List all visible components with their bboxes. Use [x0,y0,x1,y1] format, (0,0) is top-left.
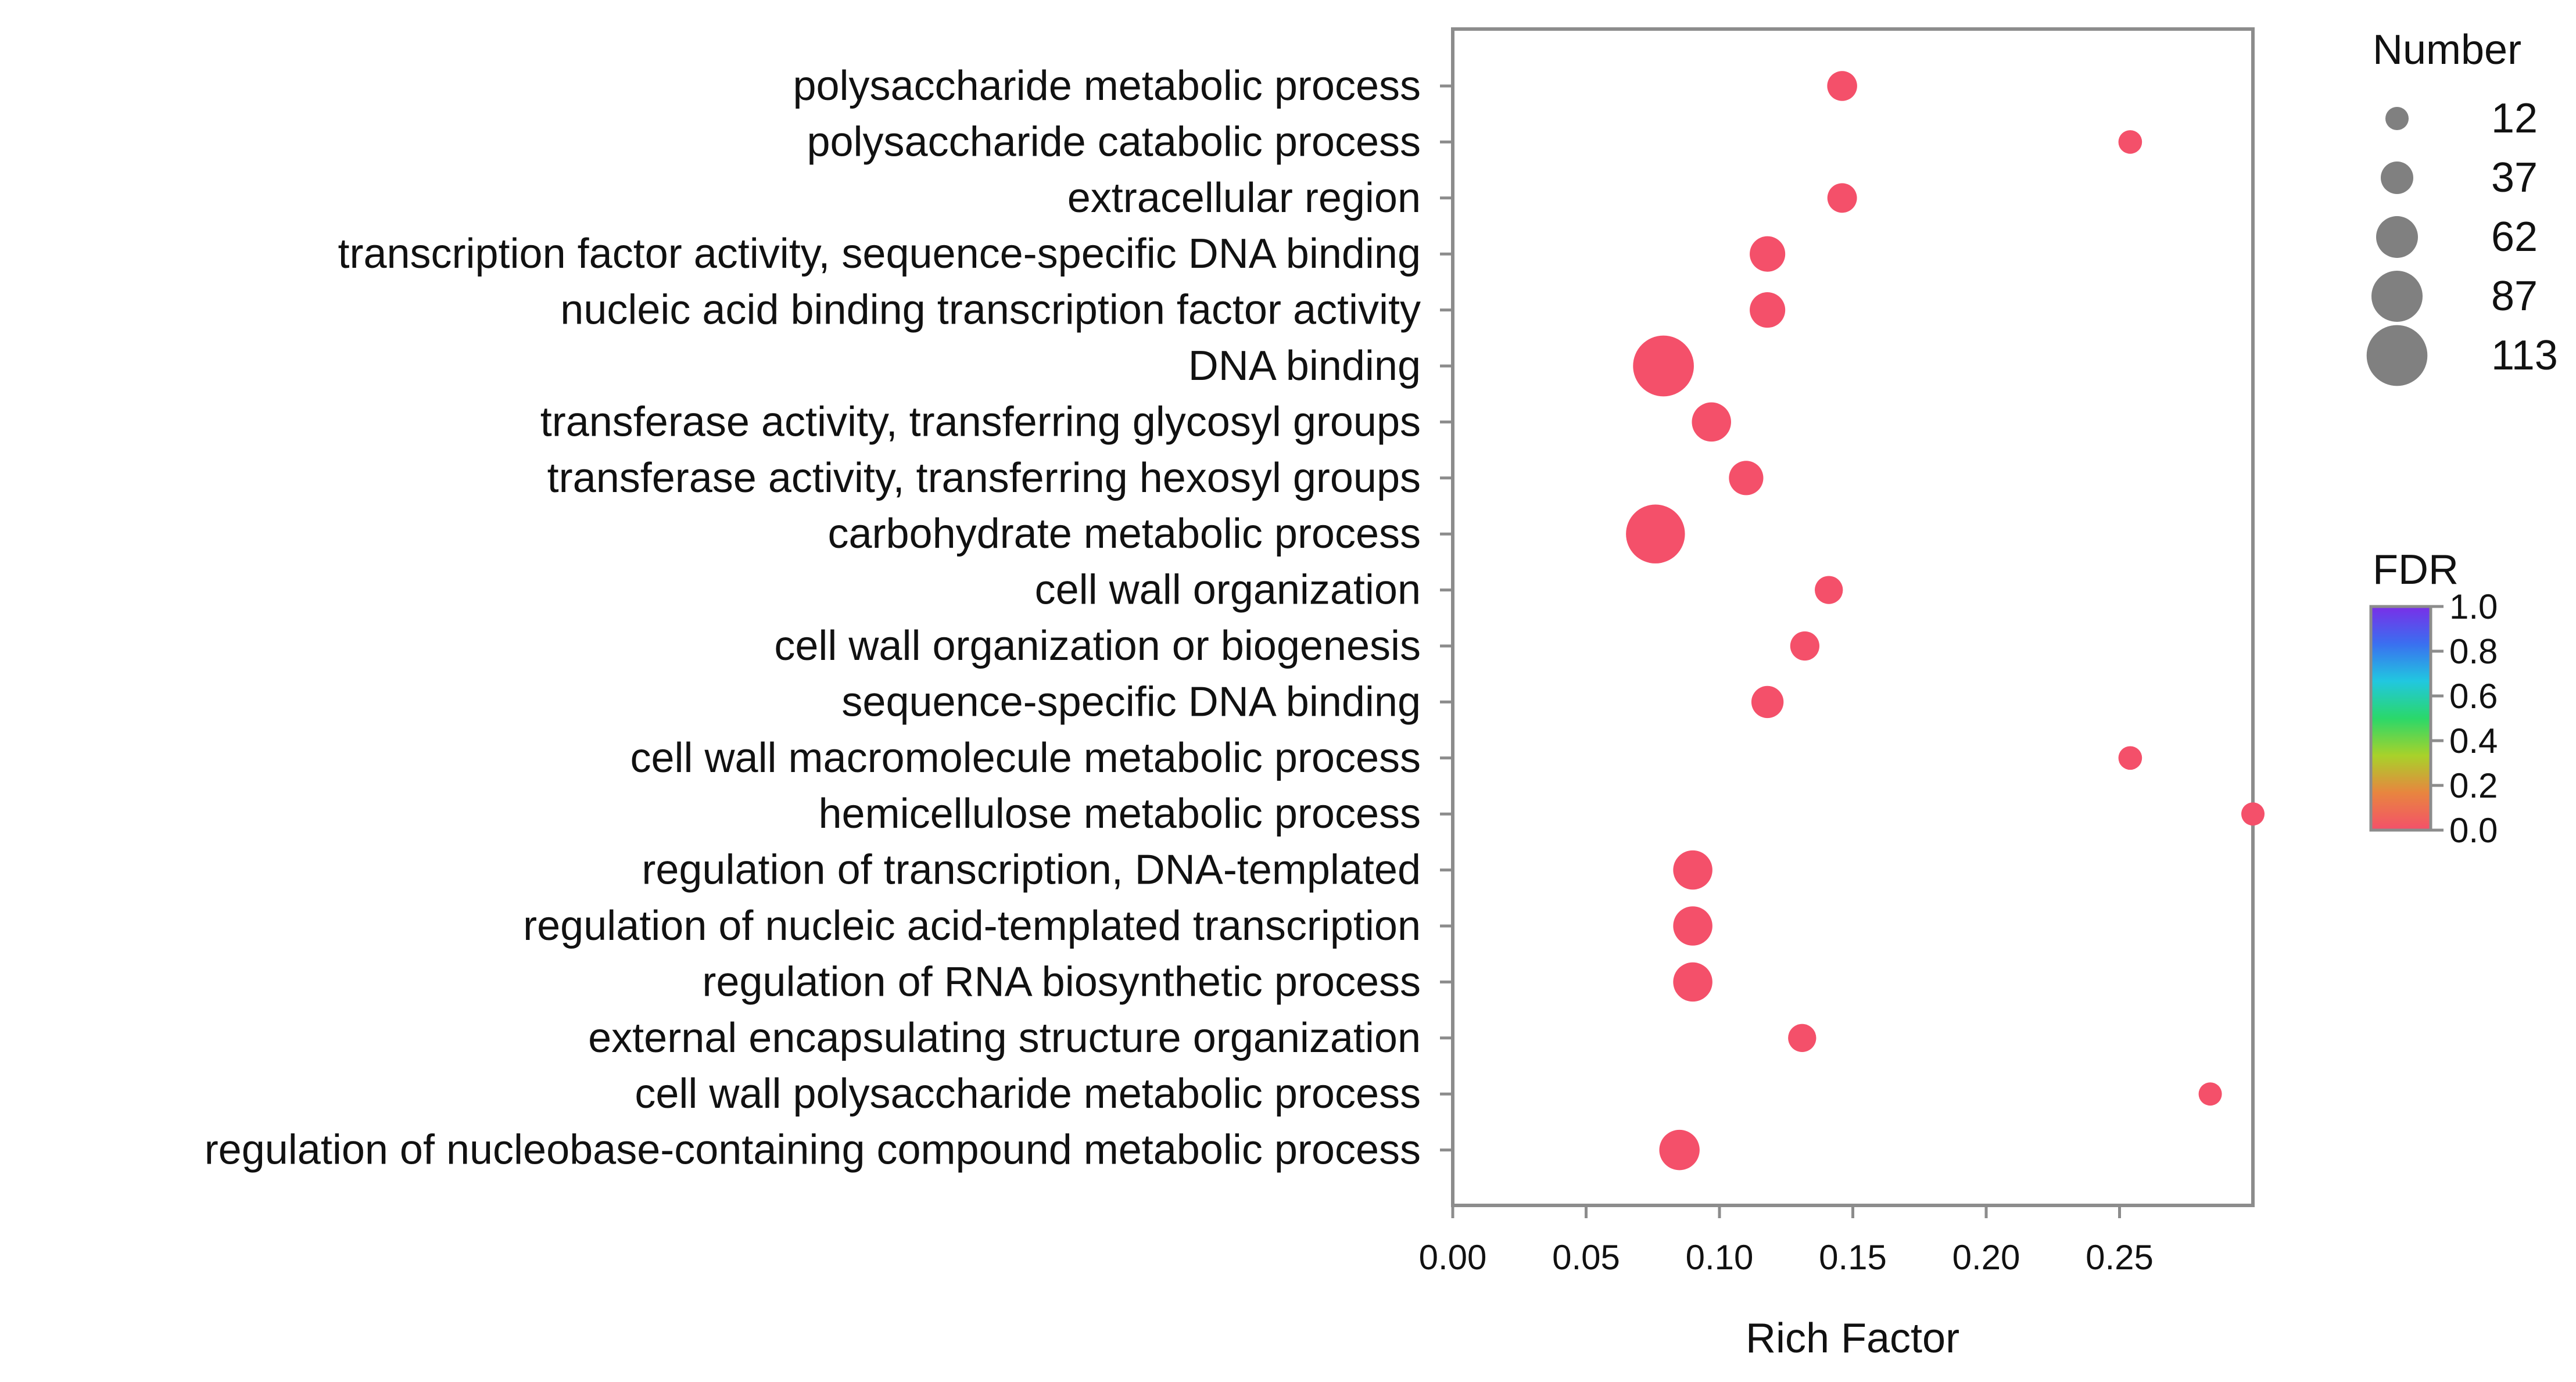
x-tick-label: 0.15 [1819,1238,1887,1277]
data-point [1788,1024,1817,1052]
x-tick-label: 0.25 [2086,1238,2154,1277]
size-legend-label: 113 [2491,332,2558,379]
y-tick-label: DNA binding [1188,343,1421,389]
size-legend-label: 62 [2491,214,2538,260]
data-point [1827,71,1857,101]
data-point [1750,292,1786,328]
y-tick-label: transferase activity, transferring glyco… [540,399,1421,445]
size-legend-label: 37 [2491,155,2538,201]
size-legend-dot [2366,325,2428,386]
data-point [1729,461,1764,496]
size-legend-label: 87 [2491,273,2538,320]
y-tick-label: transcription factor activity, sequence-… [338,231,1421,277]
data-point [1673,850,1712,890]
size-legend-label: 12 [2491,95,2538,142]
y-tick-label: cell wall polysaccharide metabolic proce… [635,1071,1421,1117]
data-point [1673,906,1712,946]
y-tick-label: extracellular region [1067,175,1421,221]
color-legend-title: FDR [2373,547,2459,593]
data-point [1827,183,1857,213]
x-axis-title: Rich Factor [1746,1315,1959,1362]
y-tick-label: polysaccharide catabolic process [807,119,1421,165]
y-tick-label: cell wall organization or biogenesis [774,623,1421,669]
x-axis: 0.00 0.05 0.10 0.15 0.20 0.25 [1419,1205,2154,1277]
colorbar-tick-label: 1.0 [2449,587,2498,626]
colorbar-tick-label: 0.4 [2449,721,2498,760]
data-point [1626,504,1685,563]
data-point [2241,802,2265,826]
y-tick-label: regulation of nucleic acid-templated tra… [523,903,1421,949]
y-tick-label: regulation of RNA biosynthetic process [702,959,1421,1005]
y-tick-label: external encapsulating structure organiz… [588,1015,1421,1061]
y-tick-label: nucleic acid binding transcription facto… [560,287,1421,333]
size-legend-dot [2381,161,2413,194]
data-points [1626,71,2265,1171]
x-tick-label: 0.05 [1552,1238,1620,1277]
size-legend-dot [2376,216,2418,258]
y-tick-label: cell wall organization [1035,567,1421,613]
colorbar-tick-label: 0.6 [2449,677,2498,716]
size-legend-dot [2385,107,2409,130]
y-tick-label: polysaccharide metabolic process [793,63,1421,109]
data-point [1633,335,1694,397]
size-legend-title: Number [2373,27,2521,73]
colorbar-tick-label: 0.8 [2449,632,2498,671]
data-point [2198,1082,2222,1106]
data-point [1692,402,1731,442]
x-tick-label: 0.20 [1952,1238,2020,1277]
data-point [1750,236,1786,272]
y-tick-label: sequence-specific DNA binding [841,679,1421,725]
data-point [1659,1129,1700,1171]
data-point [2118,130,2143,154]
data-point [2118,746,2143,770]
fdr-colorbar [2369,605,2432,832]
size-legend: Number 12 37 62 87 113 [2366,27,2558,386]
y-tick-label: regulation of transcription, DNA-templat… [642,847,1421,893]
y-tick-label: transferase activity, transferring hexos… [547,455,1421,501]
data-point [1790,631,1819,661]
color-legend: FDR 1.0 0.8 0.6 0.4 0.2 0.0 [2369,547,2498,850]
data-point [1751,685,1784,719]
colorbar-tick-label: 0.2 [2449,766,2498,805]
x-tick-label: 0.00 [1419,1238,1487,1277]
x-tick-label: 0.10 [1686,1238,1754,1277]
y-axis: polysaccharide metabolic process polysacc… [205,63,1453,1173]
plot-panel [1451,27,2255,1207]
data-point [1815,576,1843,604]
y-tick-label: cell wall macromolecule metabolic proces… [630,735,1421,781]
y-tick-label: hemicellulose metabolic process [819,791,1421,837]
data-point [1673,962,1712,1002]
size-legend-dot [2371,271,2423,322]
colorbar-tick-label: 0.0 [2449,811,2498,850]
y-tick-label: carbohydrate metabolic process [827,511,1421,557]
y-tick-label: regulation of nucleobase-containing comp… [205,1127,1421,1173]
